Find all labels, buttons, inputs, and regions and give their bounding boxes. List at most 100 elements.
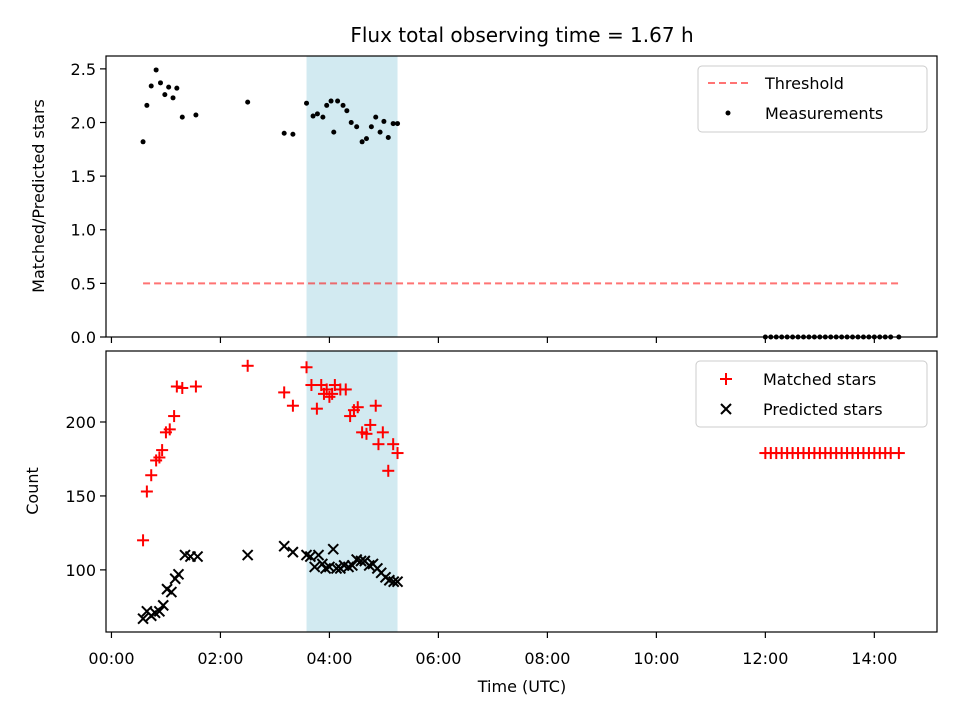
matched-stars-point [364,418,377,431]
predicted-stars-point [287,546,299,558]
predicted-stars-point [172,568,185,581]
predicted-stars-point [327,543,339,555]
predicted-stars-point [157,599,169,612]
predicted-stars-point [346,559,359,572]
matched-stars-point [339,383,352,396]
matched-stars-point [310,402,323,415]
xtick-label: 12:00 [742,649,788,668]
counts-ytick-label: 200 [65,413,96,432]
measurements-point [385,135,391,141]
predicted-stars-point [278,540,290,552]
ratio-highlight-span [306,56,398,337]
xtick-label: 08:00 [524,649,570,668]
measurements-point [153,67,159,73]
matched-stars-point [176,381,189,394]
predicted-stars-point [388,576,400,588]
measurements-point [331,129,337,135]
measurements-point [335,98,341,104]
ratio-legend-box [697,65,928,133]
ratio-ytick-label: 2.0 [71,113,96,132]
legend-predicted-label: Predicted stars [763,400,883,419]
matched-stars-point [163,423,176,436]
measurements-point [148,83,154,89]
legend-matched-swatch [720,373,732,385]
matched-stars-point [241,359,254,372]
matched-stars-point [372,438,385,451]
measurements-point [328,98,334,104]
matched-stars-point [326,387,339,400]
measurements-point [377,129,383,135]
legend-measurements-swatch [725,110,731,116]
measurements-point [281,130,287,136]
xtick-label: 00:00 [88,649,134,668]
matched-stars-point [278,386,291,399]
predicted-stars-point [308,561,321,573]
matched-stars-point [189,380,202,393]
matched-stars-point [382,464,395,477]
counts-highlight-span [306,351,398,632]
predicted-stars-point [191,550,204,563]
measurements-point [170,95,176,101]
predicted-stars-point [153,605,166,618]
matched-stars-point [391,447,404,460]
matched-stars-point [376,426,389,439]
predicted-stars-point [355,555,367,567]
measurements-point [354,124,360,130]
matched-stars-point [168,410,181,423]
measurements-point [359,139,365,145]
predicted-stars-point [312,549,325,561]
measurements-point [368,124,374,130]
measurements-point [179,114,185,120]
counts-legend: Matched stars Predicted stars [695,360,928,428]
ratio-legend: Threshold Measurements [697,65,928,133]
ratio-ytick-label: 1.0 [71,221,96,240]
matched-stars-point [892,447,905,460]
matched-stars-point [153,451,166,464]
measurements-point [140,139,146,145]
ratio-ytick-label: 0.5 [71,274,96,293]
measurements-point [314,111,320,117]
ratio-axes-frame [105,55,938,338]
ratio-ytick-label: 2.5 [71,60,96,79]
measurements-point [390,121,396,127]
predicted-stars-point [241,549,254,561]
measurements-point [304,100,310,106]
matched-stars-point [137,534,150,547]
counts-panel: 100 150 200 00:00 02:00 04:00 06:00 08:00 10:00… [23,350,938,696]
matched-stars-point [156,444,169,457]
ratio-ytick-label: 1.5 [71,167,96,186]
legend-predicted-swatch [720,403,732,415]
predicted-stars-point [137,612,149,625]
matched-stars-point [369,399,382,412]
measurements-point [381,118,387,124]
counts-axes-frame [105,350,938,633]
matched-stars-point [145,469,158,482]
measurements-point [144,102,150,108]
matched-stars-point [360,427,373,440]
predicted-stars-point [330,562,343,575]
measurements-point [320,114,326,120]
counts-y-axis-label: Count [23,467,42,515]
measurements-point [193,112,199,118]
measurements-point [344,108,350,114]
measurements-point [324,102,330,108]
predicted-stars-point [165,586,178,598]
matched-stars-point [387,438,400,451]
xtick-label: 06:00 [415,649,461,668]
legend-measurements-label: Measurements [765,104,883,123]
measurements-point [290,131,296,137]
measurements-point [157,80,163,86]
counts-legend-box [695,360,928,428]
chart-title: Flux total observing time = 1.67 h [350,23,693,47]
matched-stars-point [323,390,336,403]
legend-threshold-label: Threshold [764,74,844,93]
measurements-point [162,92,168,98]
legend-matched-label: Matched stars [763,370,876,389]
measurements-point [166,84,172,90]
matched-stars-point [170,380,183,393]
measurements-point [310,113,316,119]
x-axis-label: Time (UTC) [477,677,566,696]
ratio-ytick-label: 0.0 [71,328,96,347]
matched-stars-point [351,401,364,414]
